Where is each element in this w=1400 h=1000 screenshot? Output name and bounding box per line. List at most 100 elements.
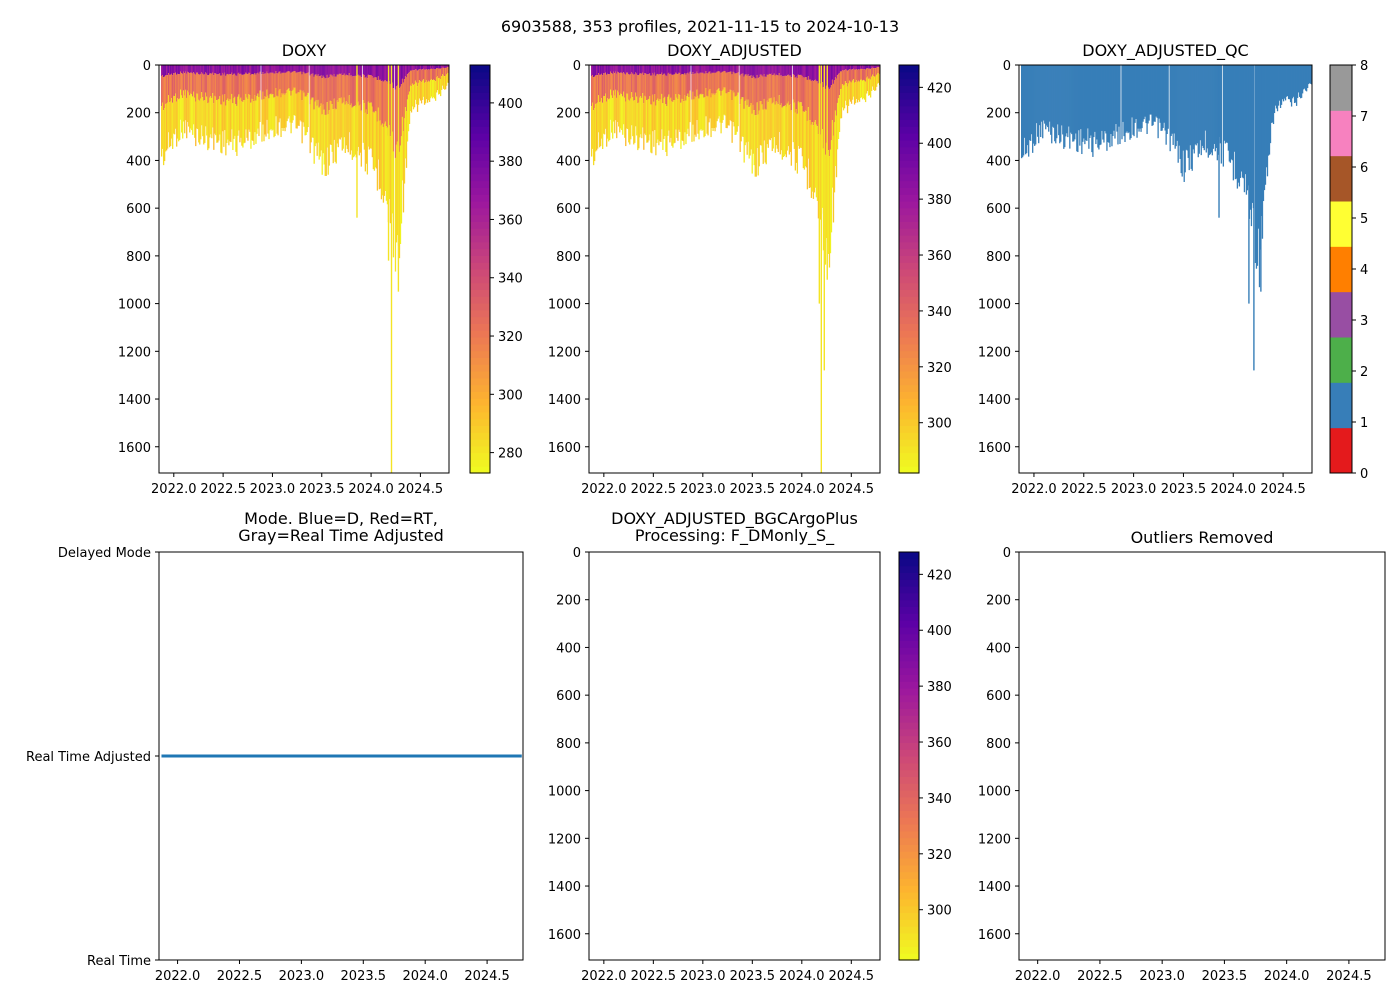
profile-segment [164,75,167,104]
profile-segment [735,65,737,74]
colorbar-category [1330,382,1352,429]
colorbar-step [899,626,919,635]
profile-segment [756,65,758,75]
profile-segment [664,73,666,97]
profile-segment [325,114,327,176]
profile-segment [265,65,267,74]
profile-segment [181,95,183,133]
profile-segment [783,75,785,107]
profile-segment [639,73,641,98]
qc-profile [1220,65,1222,164]
profile-segment [179,65,181,74]
profile-segment [797,101,800,146]
y-tick-label: 800 [986,737,1011,752]
profile-segment [688,73,690,98]
qc-profile [1235,65,1238,179]
profile-segment [644,65,646,74]
qc-profile [1023,65,1025,156]
profile-segment [805,111,808,168]
colorbar-tick-label: 400 [927,624,952,639]
profile-segment [161,75,164,103]
profile-segment [299,65,301,72]
profile-segment [205,92,207,127]
profile-segment [721,71,723,92]
profile-segment [225,65,227,76]
profile-segment [312,73,314,98]
profile-segment [160,106,163,157]
profile-segment [870,76,873,91]
profile-segment [327,78,329,115]
qc-profile [1271,65,1274,123]
profile-segment [176,74,178,102]
profile-segment [275,71,277,89]
chart-title-line: DOXY_ADJUSTED [667,41,802,61]
profile-segment [376,65,379,81]
profile-segment [716,71,718,91]
profile-segment [309,65,311,76]
profile-segment [399,145,402,244]
colorbar-category [1330,246,1352,293]
profile-segment [778,95,780,133]
qc-profile [1045,65,1047,130]
profile-segment [428,81,431,103]
profile-segment [749,65,751,76]
profile-segment [322,75,324,105]
qc-profile [1289,65,1292,103]
profile-segment [201,65,203,73]
profile-segment [784,75,786,106]
profile-segment [290,73,292,96]
profile-segment [182,73,184,99]
profile-segment [605,65,607,73]
profile-segment [330,74,332,101]
profile-segment [845,65,848,70]
colorbar-tick-label: 340 [927,305,952,320]
profile-segment [844,65,847,70]
profile-segment [363,103,366,150]
colorbar-step [899,912,919,920]
profile-segment [358,105,360,156]
profile-segment [835,115,838,178]
profile-segment [724,87,726,116]
qc-profile [1160,65,1162,131]
qc-profile [1077,65,1079,153]
profile-segment [843,70,846,85]
qc-profile [1291,65,1294,99]
profile-segment [606,65,608,75]
profile-segment [660,65,662,75]
profile-segment [833,65,836,81]
profile-segment [821,129,824,208]
profile-segment [841,84,844,108]
profile-segment [362,100,365,143]
colorbar-step [899,817,919,825]
profile-segment [378,120,381,190]
profile-segment [786,65,788,76]
profile-segment [304,73,306,97]
colorbar-tick-label: 1 [1360,416,1368,431]
qc-profile [1297,65,1300,93]
profile-segment [831,120,834,188]
profile-segment [782,76,784,107]
profile-segment [398,65,401,89]
qc-profile [1020,65,1023,159]
profile-segment [435,68,438,78]
profile-segment [286,71,288,91]
profile-segment [703,97,705,138]
profile-segment [302,65,304,72]
figure-title: 6903588, 353 profiles, 2021-11-15 to 202… [501,17,899,36]
profile-segment [656,74,658,101]
profile-segment [808,79,811,121]
profile-segment [695,65,697,74]
qc-profile [1126,65,1128,132]
colorbar-step [470,228,490,236]
profile-segment [843,65,846,71]
profile-segment [327,65,329,79]
profile-segment [622,96,624,135]
profile-segment [852,65,855,69]
profile-segment [296,93,298,129]
profile-segment [222,72,224,95]
qc-profile [1278,65,1281,101]
profile-segment [380,125,383,200]
qc-profile [1284,65,1287,101]
profile-segment [773,65,775,74]
colorbar-step [899,214,919,222]
